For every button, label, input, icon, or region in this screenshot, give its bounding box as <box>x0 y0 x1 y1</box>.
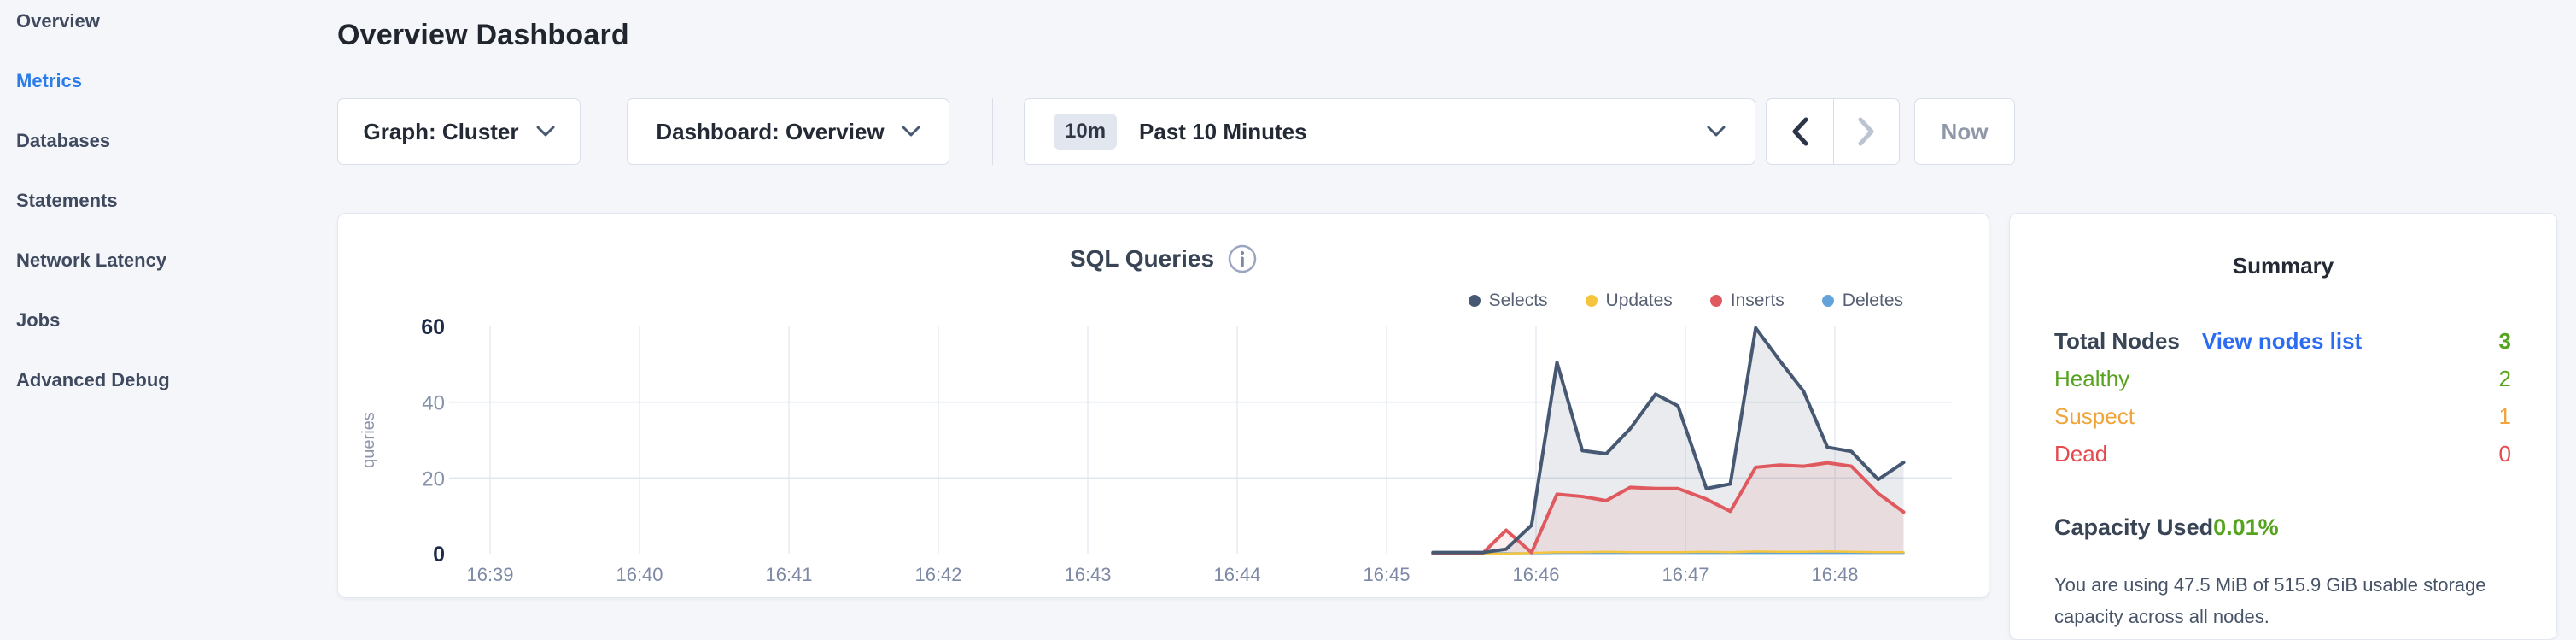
sql-queries-chart-card: SQL Queries Selects Updates Inserts Dele… <box>337 213 1989 598</box>
time-range-dropdown[interactable]: 10m Past 10 Minutes <box>1024 98 1755 165</box>
legend-item-selects: Selects <box>1468 291 1548 311</box>
svg-text:queries: queries <box>359 412 378 468</box>
svg-text:16:39: 16:39 <box>466 564 513 585</box>
graph-dropdown[interactable]: Graph: Cluster <box>337 98 581 165</box>
updates-dot-icon <box>1585 295 1598 307</box>
sidebar-item-advanced-debug[interactable]: Advanced Debug <box>16 369 170 390</box>
legend-item-inserts: Inserts <box>1709 291 1785 311</box>
svg-text:16:42: 16:42 <box>914 564 961 585</box>
now-button[interactable]: Now <box>1914 98 2015 165</box>
chevron-down-icon <box>1707 126 1726 137</box>
capacity-description: You are using 47.5 MiB of 515.9 GiB usab… <box>2054 574 2486 627</box>
suspect-label: Suspect <box>2054 402 2135 429</box>
svg-text:16:44: 16:44 <box>1213 564 1260 585</box>
legend-label: Updates <box>1605 291 1673 310</box>
dead-label: Dead <box>2054 440 2108 467</box>
page-title: Overview Dashboard <box>337 19 629 51</box>
info-icon[interactable] <box>1228 244 1257 273</box>
time-next-button[interactable] <box>1832 99 1900 164</box>
summary-title: Summary <box>2232 253 2334 279</box>
chevron-left-icon <box>1792 117 1808 146</box>
legend-item-updates: Updates <box>1585 291 1673 311</box>
chevron-down-icon <box>902 126 920 137</box>
inserts-dot-icon <box>1709 295 1722 307</box>
time-prev-button[interactable] <box>1767 99 1833 164</box>
svg-text:0: 0 <box>433 543 445 567</box>
healthy-value: 2 <box>2498 365 2511 391</box>
sidebar-item-jobs[interactable]: Jobs <box>16 309 61 331</box>
svg-text:16:43: 16:43 <box>1064 564 1111 585</box>
summary-row-total-nodes: Total Nodes View nodes list 3 <box>2054 322 2511 360</box>
now-button-label: Now <box>1941 118 1989 144</box>
sidebar: Overview Metrics Databases Statements Ne… <box>0 0 324 419</box>
chart-legend: Selects Updates Inserts Deletes <box>1468 291 1903 311</box>
svg-text:40: 40 <box>422 392 445 415</box>
time-step-buttons <box>1766 98 1900 165</box>
suspect-value: 1 <box>2498 402 2511 429</box>
sidebar-item-statements[interactable]: Statements <box>16 190 118 211</box>
svg-text:20: 20 <box>422 467 445 490</box>
total-nodes-value: 3 <box>2498 327 2511 354</box>
time-range-label: Past 10 Minutes <box>1139 118 1307 144</box>
legend-label: Selects <box>1488 291 1548 310</box>
dead-value: 0 <box>2498 440 2511 467</box>
controls-divider <box>992 98 993 165</box>
capacity-used-row: Capacity Used 0.01% <box>2054 514 2511 541</box>
chart-title: SQL Queries <box>1069 245 1215 272</box>
svg-text:60: 60 <box>421 315 445 339</box>
svg-text:16:46: 16:46 <box>1512 564 1559 585</box>
svg-text:16:40: 16:40 <box>616 564 663 585</box>
time-range-badge: 10m <box>1054 114 1118 150</box>
dashboard-dropdown-label: Dashboard: Overview <box>656 118 885 144</box>
legend-item-deletes: Deletes <box>1821 291 1903 311</box>
capacity-used-value: 0.01% <box>2213 514 2279 540</box>
deletes-dot-icon <box>1821 295 1834 307</box>
summary-card: Summary Total Nodes View nodes list 3 He… <box>2009 213 2557 640</box>
legend-label: Inserts <box>1730 291 1785 310</box>
selects-dot-icon <box>1468 295 1481 307</box>
view-nodes-list-link[interactable]: View nodes list <box>2201 327 2363 354</box>
svg-text:16:47: 16:47 <box>1662 564 1709 585</box>
legend-label: Deletes <box>1842 291 1903 310</box>
graph-dropdown-label: Graph: Cluster <box>363 118 519 144</box>
sidebar-item-databases[interactable]: Databases <box>16 130 111 151</box>
chevron-right-icon <box>1858 117 1874 146</box>
summary-row-dead: Dead 0 <box>2054 435 2511 473</box>
sidebar-item-network-latency[interactable]: Network Latency <box>16 250 167 271</box>
healthy-label: Healthy <box>2054 365 2130 391</box>
svg-text:16:45: 16:45 <box>1363 564 1410 585</box>
sql-queries-plot: 16:39 16:40 16:41 16:42 16:43 16:44 16:45 16:46… <box>359 315 1952 585</box>
controls-row: Graph: Cluster Dashboard: Overview 10m P… <box>337 98 2557 165</box>
svg-text:16:41: 16:41 <box>765 564 812 585</box>
summary-row-suspect: Suspect 1 <box>2054 397 2511 435</box>
chevron-down-icon <box>536 126 555 137</box>
sidebar-item-metrics[interactable]: Metrics <box>16 70 83 91</box>
capacity-used-label: Capacity Used <box>2054 514 2214 540</box>
total-nodes-label: Total Nodes <box>2054 327 2180 354</box>
svg-text:16:48: 16:48 <box>1811 564 1858 585</box>
dashboard-dropdown[interactable]: Dashboard: Overview <box>627 98 949 165</box>
summary-row-healthy: Healthy 2 <box>2054 360 2511 397</box>
sidebar-item-overview[interactable]: Overview <box>16 10 100 32</box>
